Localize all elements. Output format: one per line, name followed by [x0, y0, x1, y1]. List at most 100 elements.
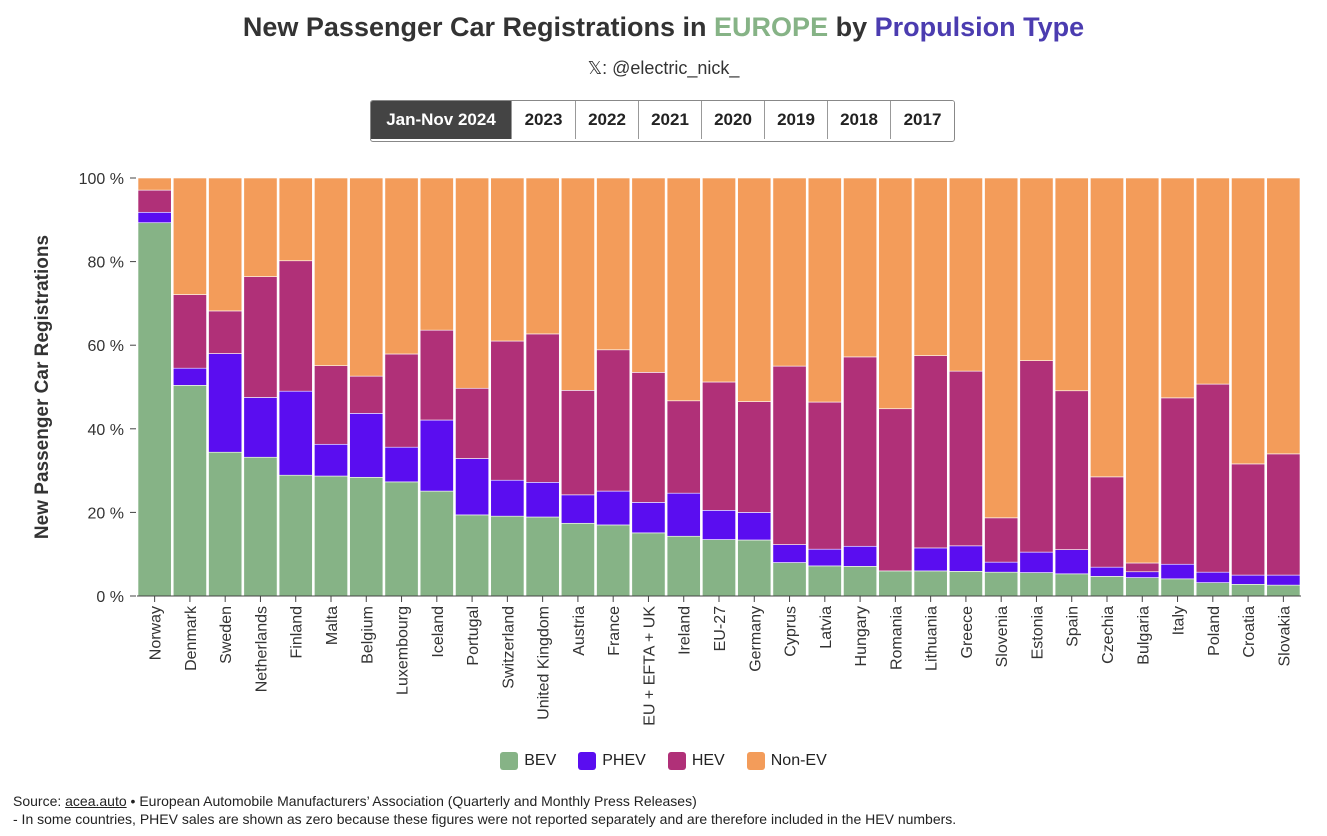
bar-segment-non-ev-estonia [1019, 177, 1054, 361]
bar-segment-phev-ireland [666, 492, 701, 537]
bar-segment-hev-slovakia [1266, 453, 1301, 576]
bar-segment-non-ev-denmark [172, 177, 207, 295]
x-tick-label-lithuania: Lithuania [924, 606, 941, 671]
tab-2022[interactable]: 2022 [576, 101, 639, 139]
x-tick-label-austria: Austria [571, 606, 588, 656]
bar-segment-non-ev-eu-efta-uk [631, 177, 666, 373]
bar-segment-bev-eu-efta-uk [631, 532, 666, 597]
stacked-bar-chart: 0 % 20 % 40 % 60 % 80 % 100 % New Passenger Ca… [32, 171, 1301, 726]
legend-swatch-hev [667, 752, 686, 770]
tab-2018[interactable]: 2018 [828, 101, 891, 139]
x-tick-label-finland: Finland [289, 606, 306, 658]
bar-segment-phev-austria [560, 494, 595, 524]
bar-segment-hev-ireland [666, 400, 701, 494]
source-description: • European Automobile Manufacturers’ Ass… [126, 793, 697, 809]
y-tick-label: 100 % [79, 171, 124, 188]
bar-segment-bev-norway [137, 222, 172, 597]
bar-segment-non-ev-cyprus [772, 177, 807, 367]
bar-segment-non-ev-luxembourg [384, 177, 419, 355]
bar-segment-non-ev-bulgaria [1125, 177, 1160, 564]
x-tick-label-greece: Greece [959, 606, 976, 659]
bar-segment-bev-austria [560, 522, 595, 597]
bar-segment-phev-croatia [1231, 574, 1266, 585]
bar-segment-bev-czechia [1090, 576, 1124, 597]
y-tick-label: 40 % [88, 422, 124, 439]
bar-segment-bev-belgium [349, 476, 384, 597]
bar-segment-bev-united-kingdom [525, 516, 560, 597]
tab-2021[interactable]: 2021 [639, 101, 702, 139]
bar-segment-phev-estonia [1019, 551, 1054, 573]
bar-segment-hev-greece [948, 370, 983, 547]
x-tick-label-germany: Germany [747, 606, 764, 672]
tab-jan-nov-2024[interactable]: Jan-Nov 2024 [371, 101, 512, 139]
tab-2017[interactable]: 2017 [891, 101, 954, 139]
subtitle-handle: 𝕏: @electric_nick_ [587, 58, 740, 78]
bar-segment-phev-eu-efta-uk [631, 502, 666, 534]
bar-segment-hev-netherlands [243, 276, 278, 398]
bar-segment-bev-croatia [1231, 583, 1266, 597]
bar-segment-non-ev-malta [314, 177, 348, 366]
bar-segment-hev-switzerland [490, 340, 525, 481]
bar-segment-hev-iceland [419, 329, 454, 421]
x-tick-label-hungary: Hungary [853, 606, 870, 666]
bar-segment-bev-latvia [807, 565, 842, 597]
bar-segment-phev-malta [314, 443, 348, 477]
tab-2019[interactable]: 2019 [765, 101, 828, 139]
bar-segment-phev-united-kingdom [525, 482, 560, 518]
bar-segment-bev-iceland [419, 490, 454, 597]
bar-segment-hev-denmark [172, 294, 207, 369]
x-tick-label-czechia: Czechia [1100, 606, 1117, 664]
bar-segment-phev-finland [278, 390, 313, 476]
bar-segment-hev-cyprus [772, 365, 807, 545]
bar-segment-bev-germany [737, 539, 772, 597]
bar-segment-non-ev-germany [737, 177, 772, 402]
bar-segment-phev-eu-27 [702, 510, 736, 540]
bar-segment-hev-sweden [208, 310, 243, 354]
x-tick-label-poland: Poland [1206, 606, 1223, 656]
legend-swatch-phev [578, 752, 597, 770]
bar-segment-non-ev-ireland [666, 177, 701, 402]
bar-segment-phev-netherlands [243, 397, 278, 458]
legend-item-bev[interactable]: BEV [500, 752, 556, 770]
legend-item-phev[interactable]: PHEV [578, 752, 646, 770]
bar-segment-bev-estonia [1019, 572, 1054, 597]
bar-segment-bev-slovenia [984, 571, 1019, 597]
legend-item-hev[interactable]: HEV [667, 752, 725, 770]
bar-segment-hev-eu-27 [702, 381, 736, 511]
source-link[interactable]: acea.auto [65, 793, 127, 809]
legend-label-non-ev: Non-EV [770, 752, 827, 769]
bar-segment-bev-poland [1195, 582, 1230, 597]
y-tick-label: 20 % [88, 505, 124, 522]
bar-segment-phev-bulgaria [1125, 571, 1160, 578]
bar-segment-bev-denmark [172, 385, 207, 597]
legend-item-non-ev[interactable]: Non-EV [746, 752, 827, 770]
legend: BEV PHEV HEV Non-EV [0, 752, 1327, 770]
x-tick-label-ireland: Ireland [677, 606, 694, 655]
bar-segment-bev-france [596, 524, 631, 597]
bar-segment-non-ev-lithuania [913, 177, 948, 356]
bar-segment-bev-hungary [843, 566, 878, 597]
bar-segment-bev-sweden [208, 451, 243, 597]
bar-segment-hev-spain [1054, 390, 1089, 550]
bar-segment-hev-portugal [455, 387, 490, 459]
legend-label-hev: HEV [691, 752, 725, 769]
bar-segment-phev-cyprus [772, 544, 807, 563]
tab-2023[interactable]: 2023 [512, 101, 576, 139]
bar-segment-bev-portugal [455, 514, 490, 597]
bar-segment-hev-czechia [1090, 476, 1124, 568]
bar-segment-phev-greece [948, 545, 983, 572]
x-tick-label-united-kingdom: United Kingdom [536, 606, 553, 720]
bar-segment-non-ev-italy [1160, 177, 1195, 399]
bar-segment-non-ev-austria [560, 177, 595, 391]
bar-segment-phev-france [596, 490, 631, 526]
bar-segment-hev-norway [137, 189, 172, 213]
bar-segment-bev-eu-27 [702, 539, 736, 597]
tab-2020[interactable]: 2020 [702, 101, 765, 139]
bar-segment-phev-germany [737, 512, 772, 541]
bar-segment-non-ev-latvia [807, 177, 842, 403]
bar-segment-non-ev-finland [278, 177, 313, 262]
bar-segment-phev-slovenia [984, 561, 1019, 573]
bar-segment-phev-lithuania [913, 547, 948, 572]
bar-segment-hev-austria [560, 390, 595, 496]
bar-segment-non-ev-romania [878, 177, 913, 410]
